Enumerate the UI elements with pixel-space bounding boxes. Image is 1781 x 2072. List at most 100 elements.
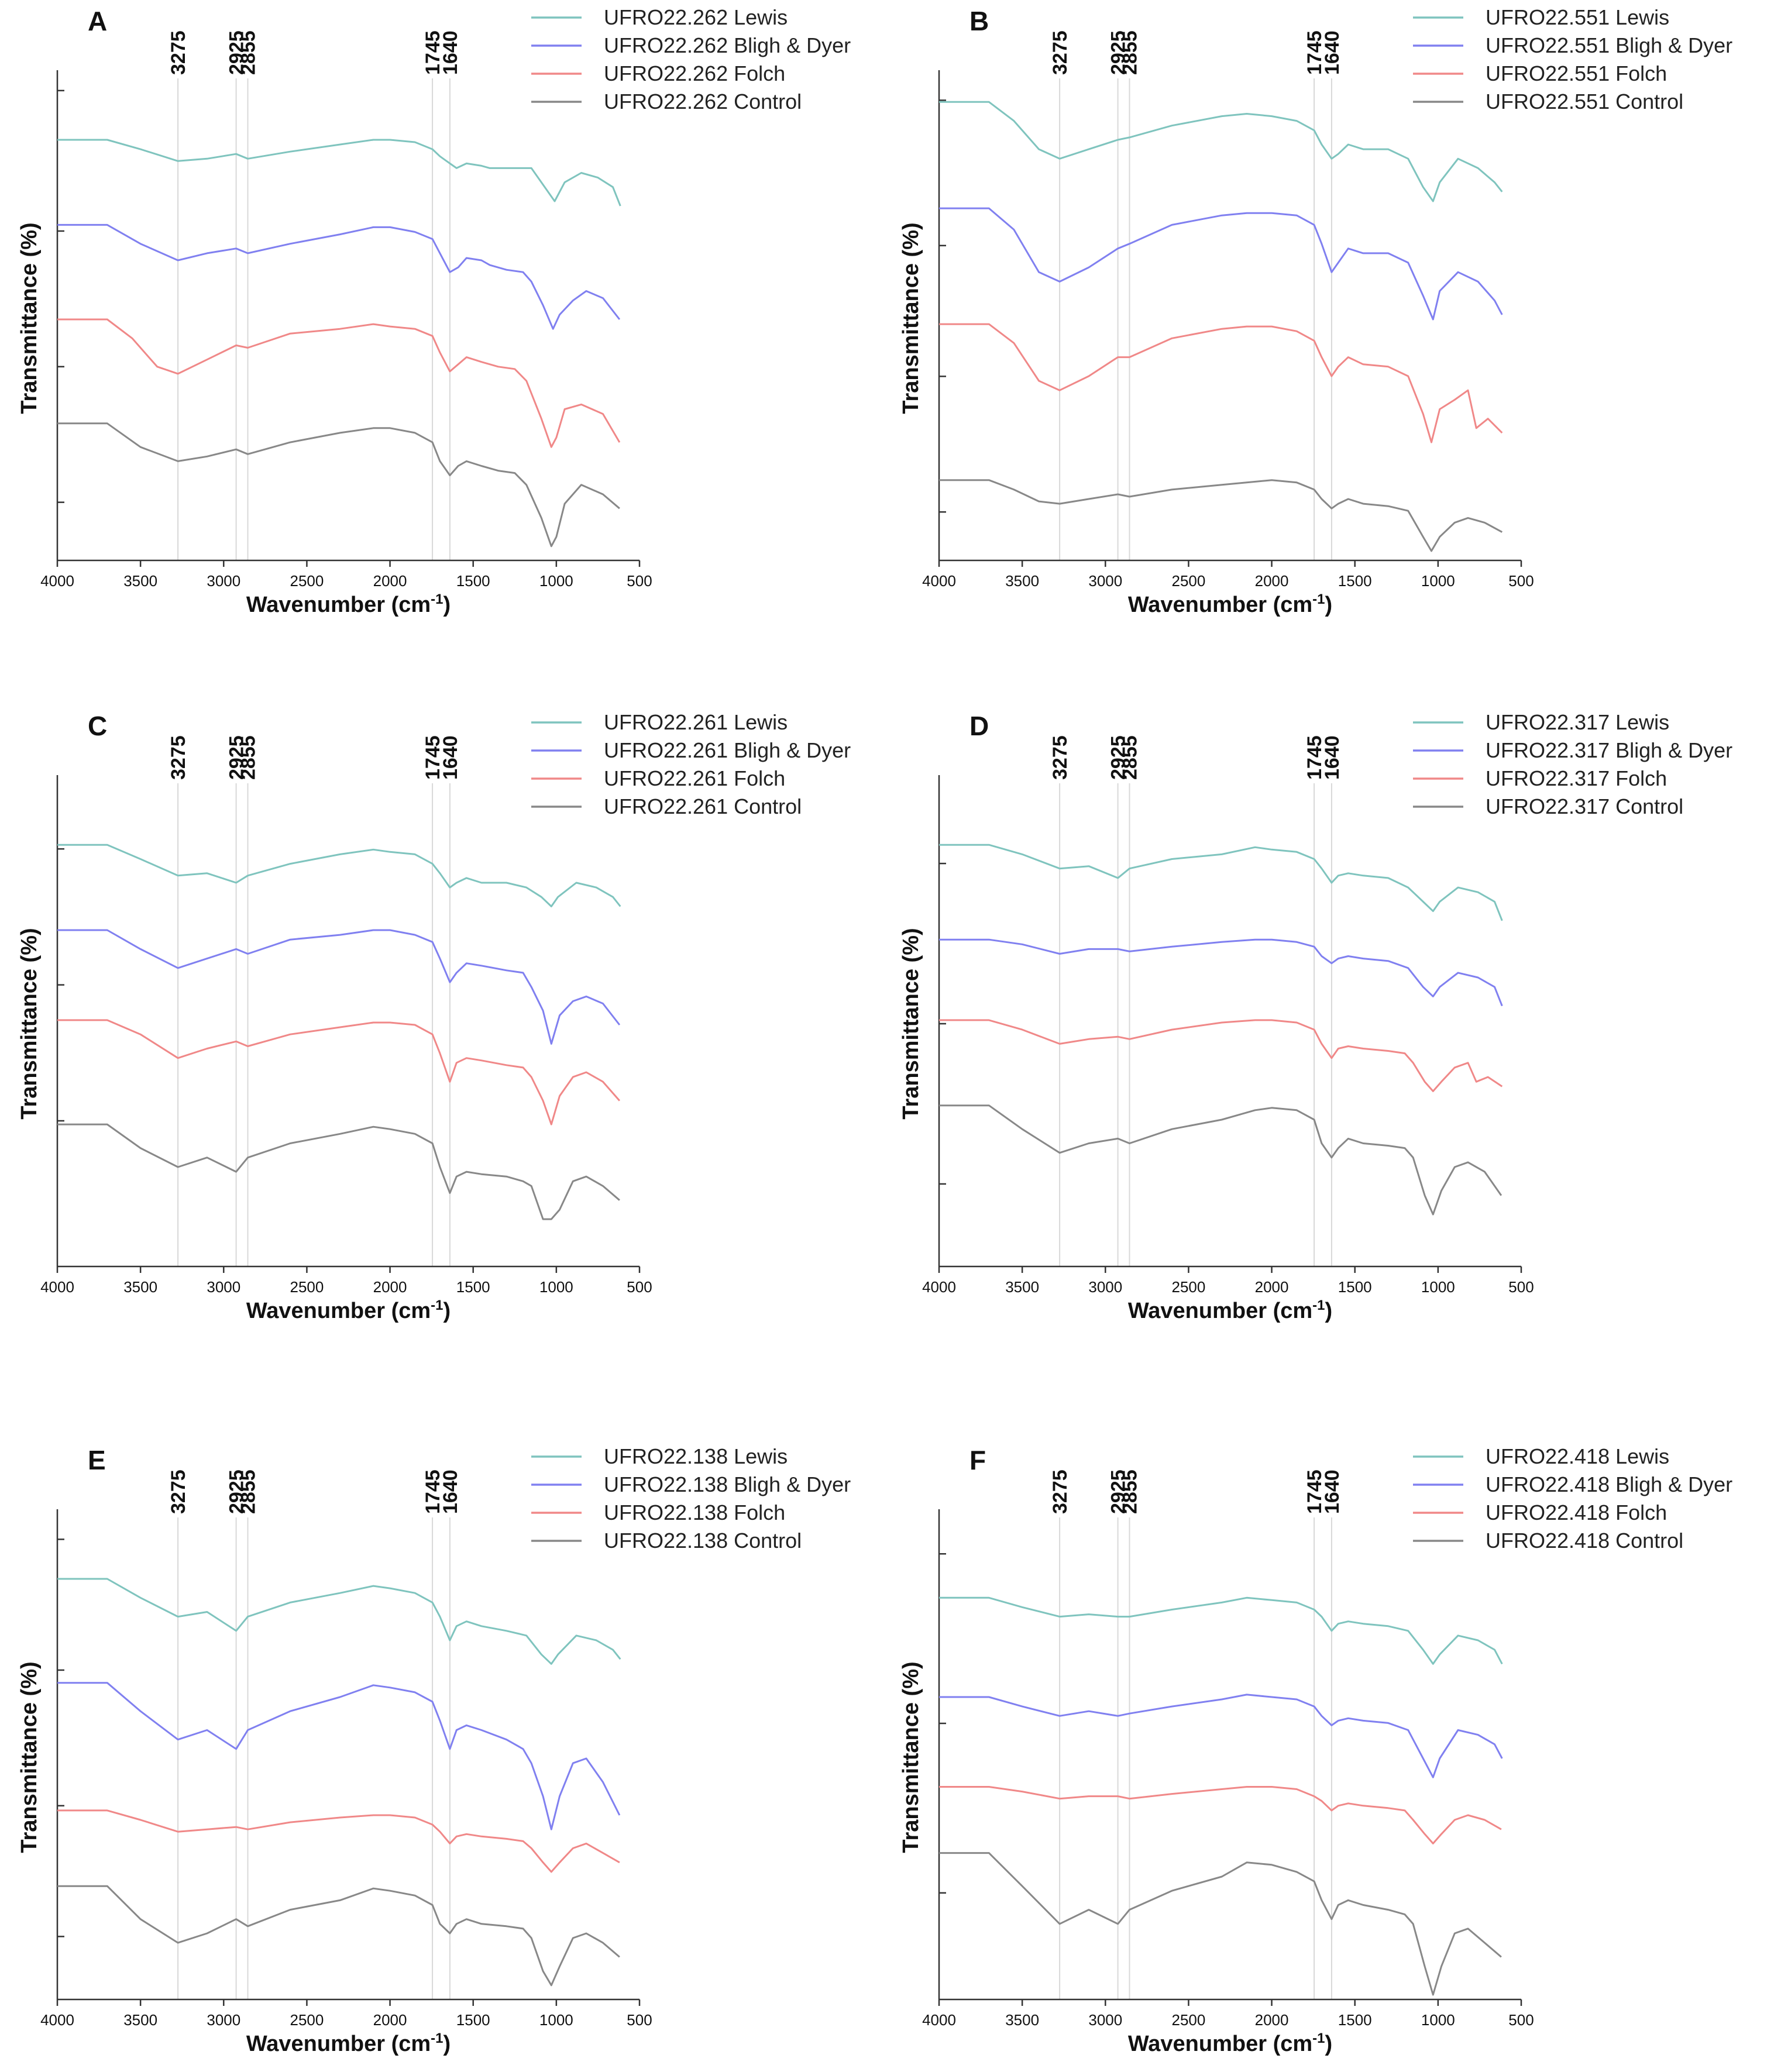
legend-item: UFRO22.261 Bligh & Dyer	[604, 738, 851, 762]
legend-item: UFRO22.317 Lewis	[1486, 710, 1669, 734]
legend-item: UFRO22.138 Folch	[604, 1500, 785, 1524]
peak-label-1745: 1745	[1304, 1469, 1326, 1514]
peak-label-2855: 2855	[238, 30, 260, 75]
series-line-3	[939, 323, 1503, 443]
series-line-2	[939, 207, 1503, 321]
legend-item: UFRO22.262 Lewis	[604, 5, 788, 29]
peak-label-2925: 2925	[1108, 735, 1130, 780]
x-tick-label: 3000	[1088, 572, 1122, 590]
peak-label-2855: 2855	[1119, 735, 1142, 780]
series-line-1	[939, 101, 1503, 202]
x-tick-label: 1500	[456, 572, 490, 590]
legend-item: UFRO22.551 Folch	[1486, 61, 1667, 85]
x-tick-label: 2000	[373, 2011, 407, 2029]
x-tick-label: 2500	[290, 2011, 324, 2029]
peak-label-1640: 1640	[1321, 1469, 1343, 1514]
series-line-3	[939, 1786, 1502, 1844]
series-line-2	[57, 1682, 621, 1830]
peak-label-1745: 1745	[1304, 30, 1326, 75]
peak-label-1745: 1745	[1304, 735, 1326, 780]
legend-item: UFRO22.262 Bligh & Dyer	[604, 33, 851, 57]
panel-e-letter: E	[88, 1445, 106, 1475]
peak-label-2925: 2925	[1108, 1469, 1130, 1514]
x-tick-label: 2000	[1255, 572, 1289, 590]
series-line-3	[57, 318, 621, 448]
peak-label-1745: 1745	[422, 30, 444, 75]
panel-d-letter: D	[969, 711, 989, 741]
x-tick-label: 2500	[1172, 572, 1206, 590]
x-tick-label: 1500	[456, 2011, 490, 2029]
x-tick-label: 2000	[1255, 1278, 1289, 1296]
legend-item: UFRO22.262 Folch	[604, 61, 785, 85]
panel-b-letter: B	[969, 6, 989, 36]
y-axis-title: Transmittance (%)	[899, 928, 923, 1119]
peak-label-2925: 2925	[226, 30, 248, 75]
x-tick-label: 1000	[1421, 2011, 1455, 2029]
series-line-4	[57, 422, 620, 548]
peak-label-3275: 3275	[1049, 735, 1071, 780]
peak-label-1640: 1640	[439, 735, 462, 780]
peak-label-2925: 2925	[1108, 30, 1130, 75]
series-line-3	[57, 1809, 620, 1873]
series-line-1	[57, 1578, 621, 1665]
x-axis-title: Wavenumber (cm-1)	[1128, 591, 1332, 617]
legend-item: UFRO22.317 Folch	[1486, 766, 1667, 790]
x-tick-label: 500	[627, 572, 652, 590]
series-line-2	[57, 929, 621, 1045]
x-tick-label: 4000	[922, 572, 956, 590]
series-line-3	[939, 1019, 1503, 1092]
legend-item: UFRO22.418 Bligh & Dyer	[1486, 1472, 1732, 1496]
legend-item: UFRO22.261 Control	[604, 794, 802, 818]
legend-item: UFRO22.261 Folch	[604, 766, 785, 790]
x-tick-label: 3000	[207, 2011, 240, 2029]
series-line-3	[57, 1019, 621, 1126]
peak-label-1745: 1745	[422, 735, 444, 780]
y-axis-title: Transmittance (%)	[899, 1661, 923, 1853]
y-axis-title: Transmittance (%)	[17, 222, 42, 414]
x-tick-label: 2000	[373, 1278, 407, 1296]
x-tick-label: 2500	[1172, 1278, 1206, 1296]
legend-item: UFRO22.138 Bligh & Dyer	[604, 1472, 851, 1496]
x-tick-label: 2500	[1172, 2011, 1206, 2029]
x-tick-label: 4000	[40, 2011, 74, 2029]
x-tick-label: 3000	[207, 572, 240, 590]
series-line-1	[939, 844, 1503, 921]
peak-label-1640: 1640	[439, 30, 462, 75]
x-tick-label: 4000	[40, 1278, 74, 1296]
x-axis-title: Wavenumber (cm-1)	[246, 1297, 451, 1323]
x-tick-label: 2500	[290, 1278, 324, 1296]
x-tick-label: 500	[627, 2011, 652, 2029]
x-tick-label: 3500	[123, 2011, 157, 2029]
x-tick-label: 2000	[1255, 2011, 1289, 2029]
peak-label-3275: 3275	[167, 735, 190, 780]
panel-a-letter: A	[88, 6, 107, 36]
x-tick-label: 1000	[1421, 572, 1455, 590]
x-tick-label: 1500	[1338, 2011, 1372, 2029]
x-tick-label: 1500	[456, 1278, 490, 1296]
panel-f-letter: F	[969, 1445, 986, 1475]
panel-c-letter: C	[88, 711, 107, 741]
peak-label-3275: 3275	[1049, 1469, 1071, 1514]
y-axis-title: Transmittance (%)	[17, 1661, 42, 1853]
x-tick-label: 3000	[1088, 1278, 1122, 1296]
y-axis-title: Transmittance (%)	[899, 222, 923, 414]
x-tick-label: 2000	[373, 572, 407, 590]
x-tick-label: 3500	[1005, 1278, 1039, 1296]
peak-label-1745: 1745	[422, 1469, 444, 1514]
series-line-1	[939, 1596, 1503, 1665]
x-tick-label: 4000	[40, 572, 74, 590]
peak-label-2855: 2855	[238, 1469, 260, 1514]
series-line-4	[939, 1852, 1502, 1996]
legend-item: UFRO22.138 Lewis	[604, 1444, 788, 1468]
legend-item: UFRO22.418 Folch	[1486, 1500, 1667, 1524]
series-line-2	[939, 938, 1503, 1007]
series-line-4	[939, 1104, 1502, 1216]
x-tick-label: 1000	[539, 572, 573, 590]
legend-item: UFRO22.262 Control	[604, 90, 802, 113]
x-tick-label: 1000	[539, 2011, 573, 2029]
